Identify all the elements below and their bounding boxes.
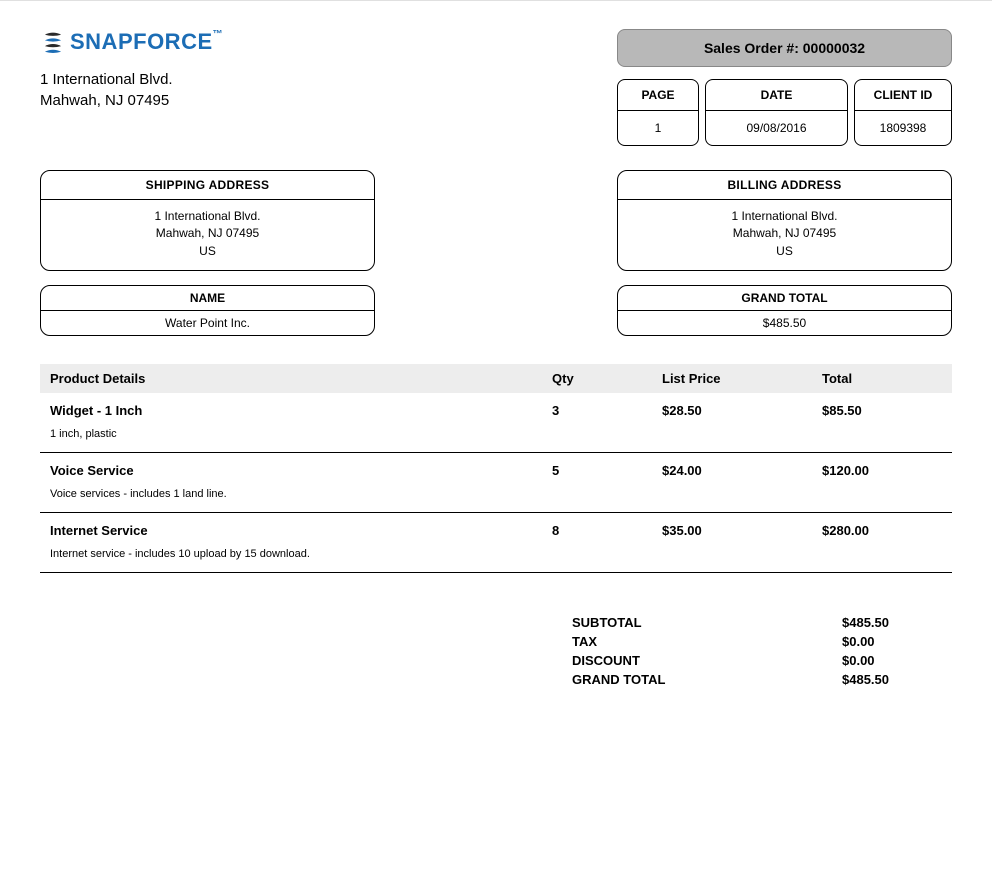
company-address-line1: 1 International Blvd. (40, 69, 223, 90)
snapforce-logo-icon (40, 29, 66, 55)
name-value: Water Point Inc. (41, 311, 374, 335)
billing-address-body: 1 International Blvd. Mahwah, NJ 07495 U… (618, 200, 951, 270)
tax-value: $0.00 (842, 634, 952, 649)
subtotal-label: SUBTOTAL (572, 615, 842, 630)
totals-grand: GRAND TOTAL $485.50 (572, 670, 952, 689)
grand-total-label: GRAND TOTAL (618, 286, 951, 311)
table-row: Internet Service8$35.00$280.00 Internet s… (40, 513, 952, 573)
company-address-line2: Mahwah, NJ 07495 (40, 90, 223, 111)
product-total: $85.50 (822, 403, 942, 418)
product-name: Voice Service (50, 463, 552, 478)
order-meta-block: Sales Order #: 00000032 PAGE 1 DATE 09/0… (617, 29, 952, 146)
product-total: $120.00 (822, 463, 942, 478)
tax-label: TAX (572, 634, 842, 649)
name-box: NAME Water Point Inc. (40, 285, 375, 336)
grand-label: GRAND TOTAL (572, 672, 842, 687)
grand-total-value: $485.50 (618, 311, 951, 335)
meta-client-label: CLIENT ID (855, 80, 951, 111)
name-label: NAME (41, 286, 374, 311)
meta-page-label: PAGE (618, 80, 698, 111)
meta-date: DATE 09/08/2016 (705, 79, 848, 146)
shipping-country: US (41, 243, 374, 260)
sales-order-number: Sales Order #: 00000032 (617, 29, 952, 67)
shipping-address-body: 1 International Blvd. Mahwah, NJ 07495 U… (41, 200, 374, 270)
product-price: $35.00 (662, 523, 822, 538)
col-header-total: Total (822, 371, 942, 386)
product-name: Internet Service (50, 523, 552, 538)
totals-tax: TAX $0.00 (572, 632, 952, 651)
logo-text: SNAPFORCE™ (70, 29, 223, 55)
logo: SNAPFORCE™ (40, 29, 223, 55)
grand-value: $485.50 (842, 672, 952, 687)
subtotal-value: $485.50 (842, 615, 952, 630)
product-qty: 3 (552, 403, 662, 418)
products-table: Product Details Qty List Price Total Wid… (40, 364, 952, 573)
table-row: Voice Service5$24.00$120.00 Voice service… (40, 453, 952, 513)
col-header-details: Product Details (50, 371, 552, 386)
col-header-price: List Price (662, 371, 822, 386)
totals-subtotal: SUBTOTAL $485.50 (572, 613, 952, 632)
billing-line1: 1 International Blvd. (618, 208, 951, 225)
billing-address-label: BILLING ADDRESS (618, 171, 951, 200)
products-header-row: Product Details Qty List Price Total (40, 364, 952, 393)
shipping-address-label: SHIPPING ADDRESS (41, 171, 374, 200)
product-total: $280.00 (822, 523, 942, 538)
col-header-qty: Qty (552, 371, 662, 386)
product-qty: 8 (552, 523, 662, 538)
product-desc: 1 inch, plastic (50, 428, 942, 440)
shipping-line2: Mahwah, NJ 07495 (41, 225, 374, 242)
company-address: 1 International Blvd. Mahwah, NJ 07495 (40, 69, 223, 111)
product-price: $28.50 (662, 403, 822, 418)
meta-date-value: 09/08/2016 (706, 111, 847, 145)
shipping-line1: 1 International Blvd. (41, 208, 374, 225)
meta-client-value: 1809398 (855, 111, 951, 145)
company-header: SNAPFORCE™ 1 International Blvd. Mahwah,… (40, 29, 223, 111)
product-qty: 5 (552, 463, 662, 478)
product-desc: Voice services - includes 1 land line. (50, 488, 942, 500)
product-price: $24.00 (662, 463, 822, 478)
totals-discount: DISCOUNT $0.00 (572, 651, 952, 670)
discount-value: $0.00 (842, 653, 952, 668)
shipping-address-box: SHIPPING ADDRESS 1 International Blvd. M… (40, 170, 375, 271)
meta-date-label: DATE (706, 80, 847, 111)
table-row: Widget - 1 Inch3$28.50$85.50 1 inch, plas… (40, 393, 952, 453)
billing-line2: Mahwah, NJ 07495 (618, 225, 951, 242)
billing-country: US (618, 243, 951, 260)
billing-address-box: BILLING ADDRESS 1 International Blvd. Ma… (617, 170, 952, 271)
meta-page: PAGE 1 (617, 79, 699, 146)
meta-client: CLIENT ID 1809398 (854, 79, 952, 146)
product-name: Widget - 1 Inch (50, 403, 552, 418)
discount-label: DISCOUNT (572, 653, 842, 668)
grand-total-box: GRAND TOTAL $485.50 (617, 285, 952, 336)
meta-page-value: 1 (618, 111, 698, 145)
product-desc: Internet service - includes 10 upload by… (50, 548, 942, 560)
totals-block: SUBTOTAL $485.50 TAX $0.00 DISCOUNT $0.0… (40, 613, 952, 689)
